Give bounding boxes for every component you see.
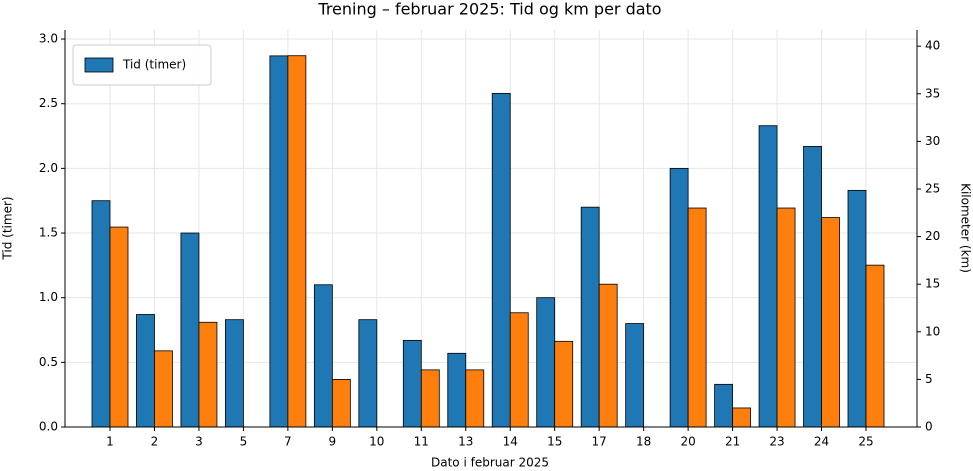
bar (625, 323, 645, 428)
bar (180, 232, 200, 428)
y-tick-label: 1.0 (39, 290, 58, 304)
bar (669, 167, 689, 428)
bar (420, 369, 440, 428)
y2-tick-label: 30 (925, 134, 940, 148)
y-tick-label: 2.0 (39, 161, 58, 175)
bar (465, 369, 485, 428)
bar (687, 207, 707, 428)
legend-swatch (84, 57, 114, 73)
x-tick-label: 21 (725, 435, 740, 449)
y2-tick-label: 15 (925, 277, 940, 291)
x-tick-label: 18 (636, 435, 651, 449)
legend-box (72, 44, 212, 86)
bar (821, 217, 840, 428)
x-tick-label: 3 (195, 435, 203, 449)
chart-title: Trening – februar 2025: Tid og km per da… (317, 0, 661, 19)
bar (136, 314, 155, 428)
x-tick-label: 15 (547, 435, 562, 449)
bar (509, 312, 529, 428)
x-tick-label: 1 (106, 435, 114, 449)
x-tick-label: 9 (329, 435, 337, 449)
bar (491, 92, 511, 428)
bar (331, 378, 351, 428)
y-tick-label: 1.5 (39, 226, 58, 240)
x-tick-label: 11 (414, 435, 429, 449)
x-tick-label: 17 (592, 435, 607, 449)
legend-label: Tid (timer) (122, 58, 186, 72)
bar (776, 207, 796, 428)
y2-tick-label: 10 (925, 324, 940, 338)
y2-axis-label: Kilometer (km) (959, 183, 973, 273)
bar (154, 350, 173, 428)
bar (313, 284, 333, 428)
bar (758, 125, 778, 428)
x-tick-label: 14 (503, 435, 518, 449)
y-axis-label: Tid (timer) (1, 196, 15, 260)
bar (865, 264, 885, 428)
bar (198, 321, 218, 428)
y-tick-label: 3.0 (39, 32, 58, 46)
bar (225, 319, 244, 428)
bar (554, 340, 574, 428)
x-axis-label: Dato i februar 2025 (431, 456, 549, 470)
x-tick-label: 13 (458, 435, 473, 449)
y2-tick-label: 35 (925, 86, 940, 100)
x-tick-label: 2 (151, 435, 159, 449)
bar (358, 319, 378, 428)
bar (847, 189, 867, 428)
y2-tick-label: 20 (925, 229, 940, 243)
bar (287, 55, 307, 428)
x-tick-label: 10 (369, 435, 384, 449)
y2-tick-label: 25 (925, 181, 940, 195)
bar (269, 55, 289, 428)
bar (580, 206, 600, 428)
bar (803, 145, 822, 428)
x-tick-label: 25 (858, 435, 873, 449)
y2-tick-label: 5 (925, 372, 933, 386)
y-tick-label: 0.5 (39, 355, 58, 369)
bar (447, 352, 467, 428)
bar (536, 297, 556, 428)
x-tick-label: 7 (284, 435, 292, 449)
bar (732, 407, 751, 428)
y-tick-label: 2.5 (39, 96, 58, 110)
x-tick-label: 24 (814, 435, 829, 449)
bar (598, 283, 618, 428)
bar (714, 383, 733, 428)
x-tick-label: 20 (680, 435, 695, 449)
x-tick-label: 5 (240, 435, 248, 449)
y-tick-label: 0.0 (39, 420, 58, 434)
y2-tick-label: 0 (925, 420, 933, 434)
bar (91, 200, 111, 428)
x-tick-label: 23 (769, 435, 784, 449)
y2-tick-label: 40 (925, 39, 940, 53)
bar (109, 226, 129, 428)
bar (402, 339, 422, 428)
